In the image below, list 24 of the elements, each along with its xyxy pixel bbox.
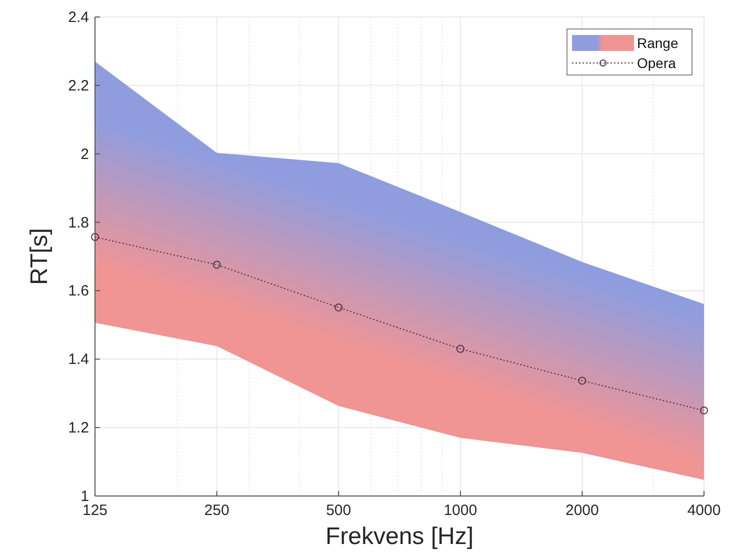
point	[578, 376, 586, 385]
legend-label: Range	[637, 35, 678, 51]
point	[700, 406, 708, 414]
x-tick-label: 125	[82, 502, 108, 519]
point	[91, 233, 99, 241]
y-tick-label: 1.8	[68, 214, 89, 232]
y-tick-label: 1.4	[68, 351, 89, 368]
y-tick-label: 2.4	[68, 9, 89, 26]
point	[212, 260, 221, 269]
x-tick-label: 500	[326, 502, 352, 519]
legend-label: Opera	[637, 55, 676, 71]
y-tick-label: 1.2	[68, 420, 89, 437]
y-tick-label: 1.6	[68, 282, 89, 300]
x-axis-title: Frekvens [Hz]	[325, 523, 474, 550]
x-tick-label: 4000	[687, 502, 721, 519]
y-tick-label: 2.2	[68, 77, 89, 94]
point	[334, 303, 343, 312]
y-axis-title: RT[s]	[26, 228, 53, 285]
point	[456, 344, 464, 353]
x-tick-label: 250	[204, 502, 230, 519]
x-tick-label: 2000	[566, 502, 599, 519]
x-tick-label: 1000	[444, 502, 478, 519]
y-tick-label: 1	[80, 488, 89, 505]
y-tick-label: 2	[80, 146, 89, 163]
